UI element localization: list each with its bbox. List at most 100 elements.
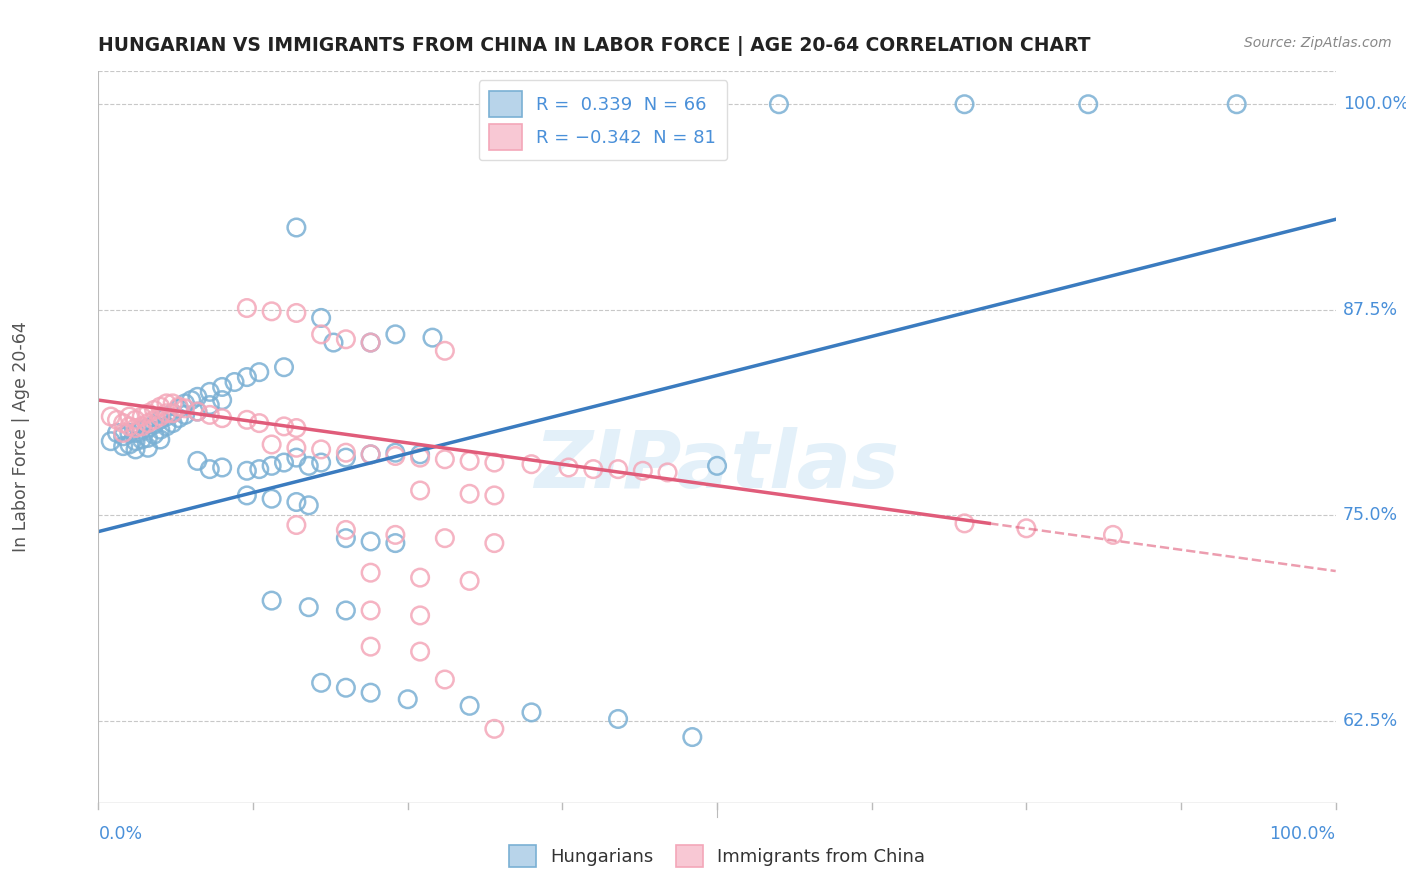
Point: [124, 421, 146, 435]
Point: [1102, 528, 1125, 542]
Point: [309, 456, 332, 470]
Point: [520, 457, 543, 471]
Point: [657, 466, 679, 480]
Point: [484, 536, 506, 550]
Point: [198, 408, 221, 422]
Point: [433, 531, 456, 545]
Point: [174, 401, 197, 416]
Point: [582, 462, 605, 476]
Point: [155, 419, 177, 434]
Point: [360, 335, 382, 350]
Point: [384, 536, 406, 550]
Text: ZIPatlas: ZIPatlas: [534, 427, 900, 506]
Point: [174, 396, 197, 410]
Point: [409, 608, 432, 623]
Point: [953, 516, 976, 531]
Point: [706, 458, 728, 473]
Point: [167, 400, 190, 414]
Text: HUNGARIAN VS IMMIGRANTS FROM CHINA IN LABOR FORCE | AGE 20-64 CORRELATION CHART: HUNGARIAN VS IMMIGRANTS FROM CHINA IN LA…: [98, 36, 1091, 55]
Point: [136, 421, 159, 435]
Point: [167, 401, 190, 416]
Point: [335, 531, 357, 545]
Point: [309, 675, 332, 690]
Point: [409, 483, 432, 498]
Text: 62.5%: 62.5%: [1343, 712, 1398, 730]
Point: [162, 416, 184, 430]
Point: [631, 464, 654, 478]
Legend: R =  0.339  N = 66, R = −0.342  N = 81: R = 0.339 N = 66, R = −0.342 N = 81: [478, 80, 727, 161]
Point: [335, 332, 357, 346]
Point: [149, 413, 172, 427]
Point: [260, 593, 283, 607]
Point: [124, 425, 146, 440]
Point: [149, 409, 172, 424]
Point: [136, 431, 159, 445]
Point: [273, 456, 295, 470]
Point: [285, 220, 308, 235]
Point: [409, 644, 432, 658]
Point: [298, 498, 321, 512]
Point: [260, 437, 283, 451]
Point: [247, 365, 270, 379]
Point: [273, 360, 295, 375]
Point: [155, 409, 177, 424]
Point: [198, 398, 221, 412]
Point: [484, 722, 506, 736]
Point: [458, 698, 481, 713]
Point: [422, 331, 444, 345]
Point: [236, 301, 259, 315]
Point: [247, 416, 270, 430]
Point: [211, 411, 233, 425]
Point: [298, 600, 321, 615]
Point: [186, 454, 208, 468]
Point: [260, 304, 283, 318]
Point: [186, 404, 208, 418]
Point: [131, 423, 153, 437]
Point: [1226, 97, 1249, 112]
Point: [224, 375, 246, 389]
Point: [136, 416, 159, 430]
Point: [1015, 521, 1038, 535]
Point: [458, 574, 481, 588]
Point: [260, 491, 283, 506]
Point: [236, 464, 259, 478]
Point: [186, 404, 208, 418]
Point: [384, 446, 406, 460]
Point: [143, 403, 166, 417]
Point: [211, 393, 233, 408]
Point: [335, 523, 357, 537]
Point: [100, 409, 122, 424]
Point: [149, 400, 172, 414]
Point: [520, 706, 543, 720]
Point: [433, 452, 456, 467]
Point: [953, 97, 976, 112]
Point: [360, 640, 382, 654]
Point: [409, 447, 432, 461]
Point: [100, 434, 122, 449]
Point: [143, 427, 166, 442]
Point: [309, 442, 332, 457]
Point: [433, 343, 456, 358]
Point: [149, 423, 172, 437]
Point: [236, 488, 259, 502]
Point: [118, 437, 141, 451]
Point: [360, 566, 382, 580]
Point: [118, 409, 141, 424]
Point: [285, 495, 308, 509]
Point: [211, 460, 233, 475]
Point: [768, 97, 790, 112]
Point: [131, 433, 153, 447]
Point: [298, 458, 321, 473]
Point: [384, 449, 406, 463]
Point: [112, 439, 135, 453]
Point: [607, 462, 630, 476]
Point: [162, 406, 184, 420]
Point: [136, 441, 159, 455]
Point: [681, 730, 703, 744]
Text: 87.5%: 87.5%: [1343, 301, 1398, 318]
Point: [167, 411, 190, 425]
Point: [409, 450, 432, 465]
Point: [236, 370, 259, 384]
Point: [433, 673, 456, 687]
Point: [118, 419, 141, 434]
